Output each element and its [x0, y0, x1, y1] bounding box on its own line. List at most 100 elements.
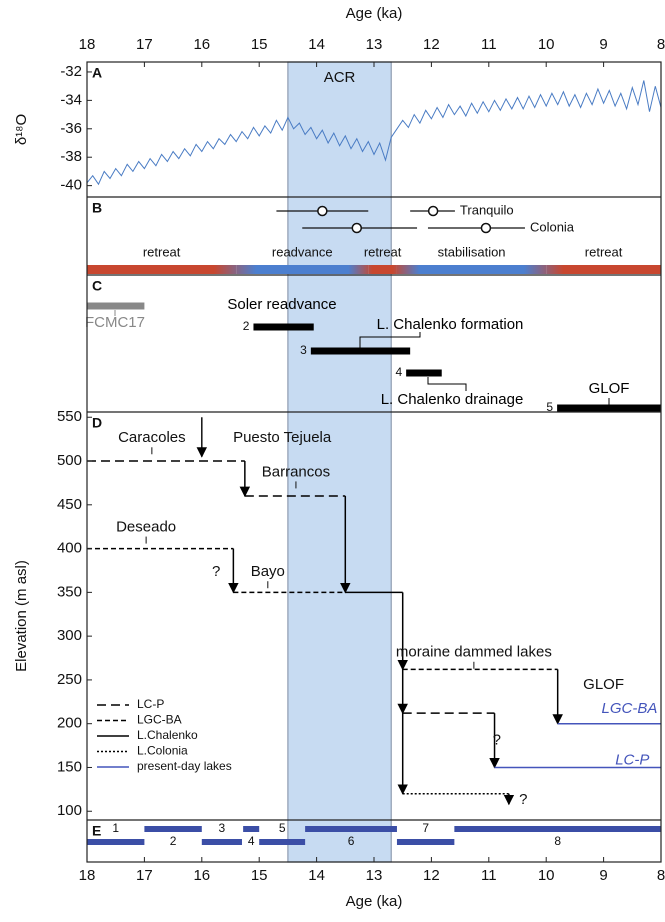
y-tick-label: -38: [60, 148, 82, 165]
stage-bar: [396, 265, 547, 274]
event-bar: [406, 369, 442, 377]
y-tick-label: 300: [57, 627, 82, 644]
event-number: 2: [243, 319, 250, 333]
event-number: 4: [395, 365, 402, 379]
x-tick-label: 17: [136, 867, 153, 884]
legend-label: present-day lakes: [137, 759, 232, 773]
period-label: 6: [348, 834, 355, 848]
y-tick-label: 450: [57, 496, 82, 513]
period-label: 7: [422, 821, 429, 835]
annotation: ?: [519, 791, 527, 808]
y-tick-label: 150: [57, 758, 82, 775]
y-tick-label: -40: [60, 177, 82, 194]
period-bar: [259, 839, 306, 845]
age-center: [317, 205, 328, 217]
legend-label: LC-P: [137, 697, 164, 711]
legend-label: LGC-BA: [137, 713, 182, 727]
x-axis-title: Age (ka): [346, 893, 403, 910]
period-bar: [144, 826, 202, 832]
x-tick-label: 14: [308, 867, 325, 884]
x-tick-label: 8: [657, 36, 665, 53]
x-tick-label: 17: [136, 36, 153, 53]
x-tick-label: 12: [423, 36, 440, 53]
y-tick-label: 500: [57, 452, 82, 469]
period-label: 3: [219, 821, 226, 835]
stage-label: stabilisation: [438, 244, 506, 259]
age-center: [427, 205, 439, 217]
range-label: Tranquilo: [460, 202, 514, 217]
event-label: GLOF: [589, 380, 630, 397]
stage-bar: [87, 265, 237, 274]
stage-label: retreat: [364, 244, 402, 259]
y-axis-title: δ¹⁸O: [13, 114, 30, 145]
annotation: Caracoles: [118, 429, 186, 446]
x-tick-label: 15: [251, 867, 268, 884]
annotation: ?: [493, 731, 501, 748]
period-bar: [87, 839, 145, 845]
x-tick-label: 10: [538, 867, 555, 884]
acr-label: ACR: [324, 69, 356, 86]
period-bar: [454, 826, 661, 832]
y-tick-label: -36: [60, 120, 82, 137]
x-tick-label: 10: [538, 36, 555, 53]
acr-shade: [287, 61, 392, 863]
x-tick-label: 9: [599, 36, 607, 53]
annotation: Barrancos: [262, 463, 330, 480]
y-tick-label: 350: [57, 583, 82, 600]
annotation: Bayo: [251, 563, 285, 580]
event-label: FCMC17: [85, 314, 145, 331]
x-tick-label: 13: [366, 36, 383, 53]
y-tick-label: 100: [57, 802, 82, 819]
range-label: Colonia: [530, 219, 575, 234]
y-tick-label: -32: [60, 63, 82, 80]
x-tick-label: 11: [481, 36, 497, 53]
annotation: Deseado: [116, 519, 176, 536]
age-center: [480, 222, 492, 234]
x-tick-label: 18: [79, 867, 96, 884]
x-tick-label: 18: [79, 36, 96, 53]
stage-label: readvance: [272, 244, 333, 259]
event-bar: [557, 404, 661, 412]
y-tick-label: 400: [57, 540, 82, 557]
period-label: 8: [554, 834, 561, 848]
panel-letter: E: [92, 823, 101, 839]
annotation: GLOF: [583, 676, 624, 693]
panel-letter: D: [92, 415, 102, 431]
y-tick-label: 550: [57, 408, 82, 425]
event-number: 3: [300, 343, 307, 357]
period-bar: [201, 839, 242, 845]
event-label: L. Chalenko formation: [377, 316, 524, 333]
period-bar: [396, 839, 455, 845]
event-number: 5: [546, 400, 553, 414]
event-leader: [359, 332, 421, 348]
period-bar: [305, 826, 397, 832]
y-tick-label: 250: [57, 671, 82, 688]
period-label: 1: [112, 821, 119, 835]
x-tick-label: 14: [308, 36, 325, 53]
annotation: ?: [212, 563, 220, 580]
y-tick-label: -34: [60, 91, 82, 108]
x-tick-label: 12: [423, 867, 440, 884]
data-layer: Tranquilo Colonia retreat readvance retreat s…: [85, 80, 662, 848]
x-tick-label: 13: [366, 867, 383, 884]
period-bar: [243, 826, 260, 832]
x-tick-label: 15: [251, 36, 268, 53]
panel-letter: A: [92, 65, 102, 81]
stage-bar: [236, 265, 369, 274]
period-label: 5: [279, 821, 286, 835]
event-bar: [87, 302, 145, 310]
period-label: 2: [170, 834, 177, 848]
stage-label: retreat: [143, 244, 181, 259]
period-label: 4: [248, 834, 255, 848]
x-axis-title: Age (ka): [346, 5, 403, 22]
x-tick-label: 8: [657, 867, 665, 884]
annotation: moraine dammed lakes: [396, 644, 552, 661]
x-tick-label: 9: [599, 867, 607, 884]
panel-letter: B: [92, 200, 102, 216]
event-label: Soler readvance: [227, 296, 336, 313]
event-bar: [253, 323, 314, 331]
legend-label: L.Colonia: [137, 744, 188, 758]
